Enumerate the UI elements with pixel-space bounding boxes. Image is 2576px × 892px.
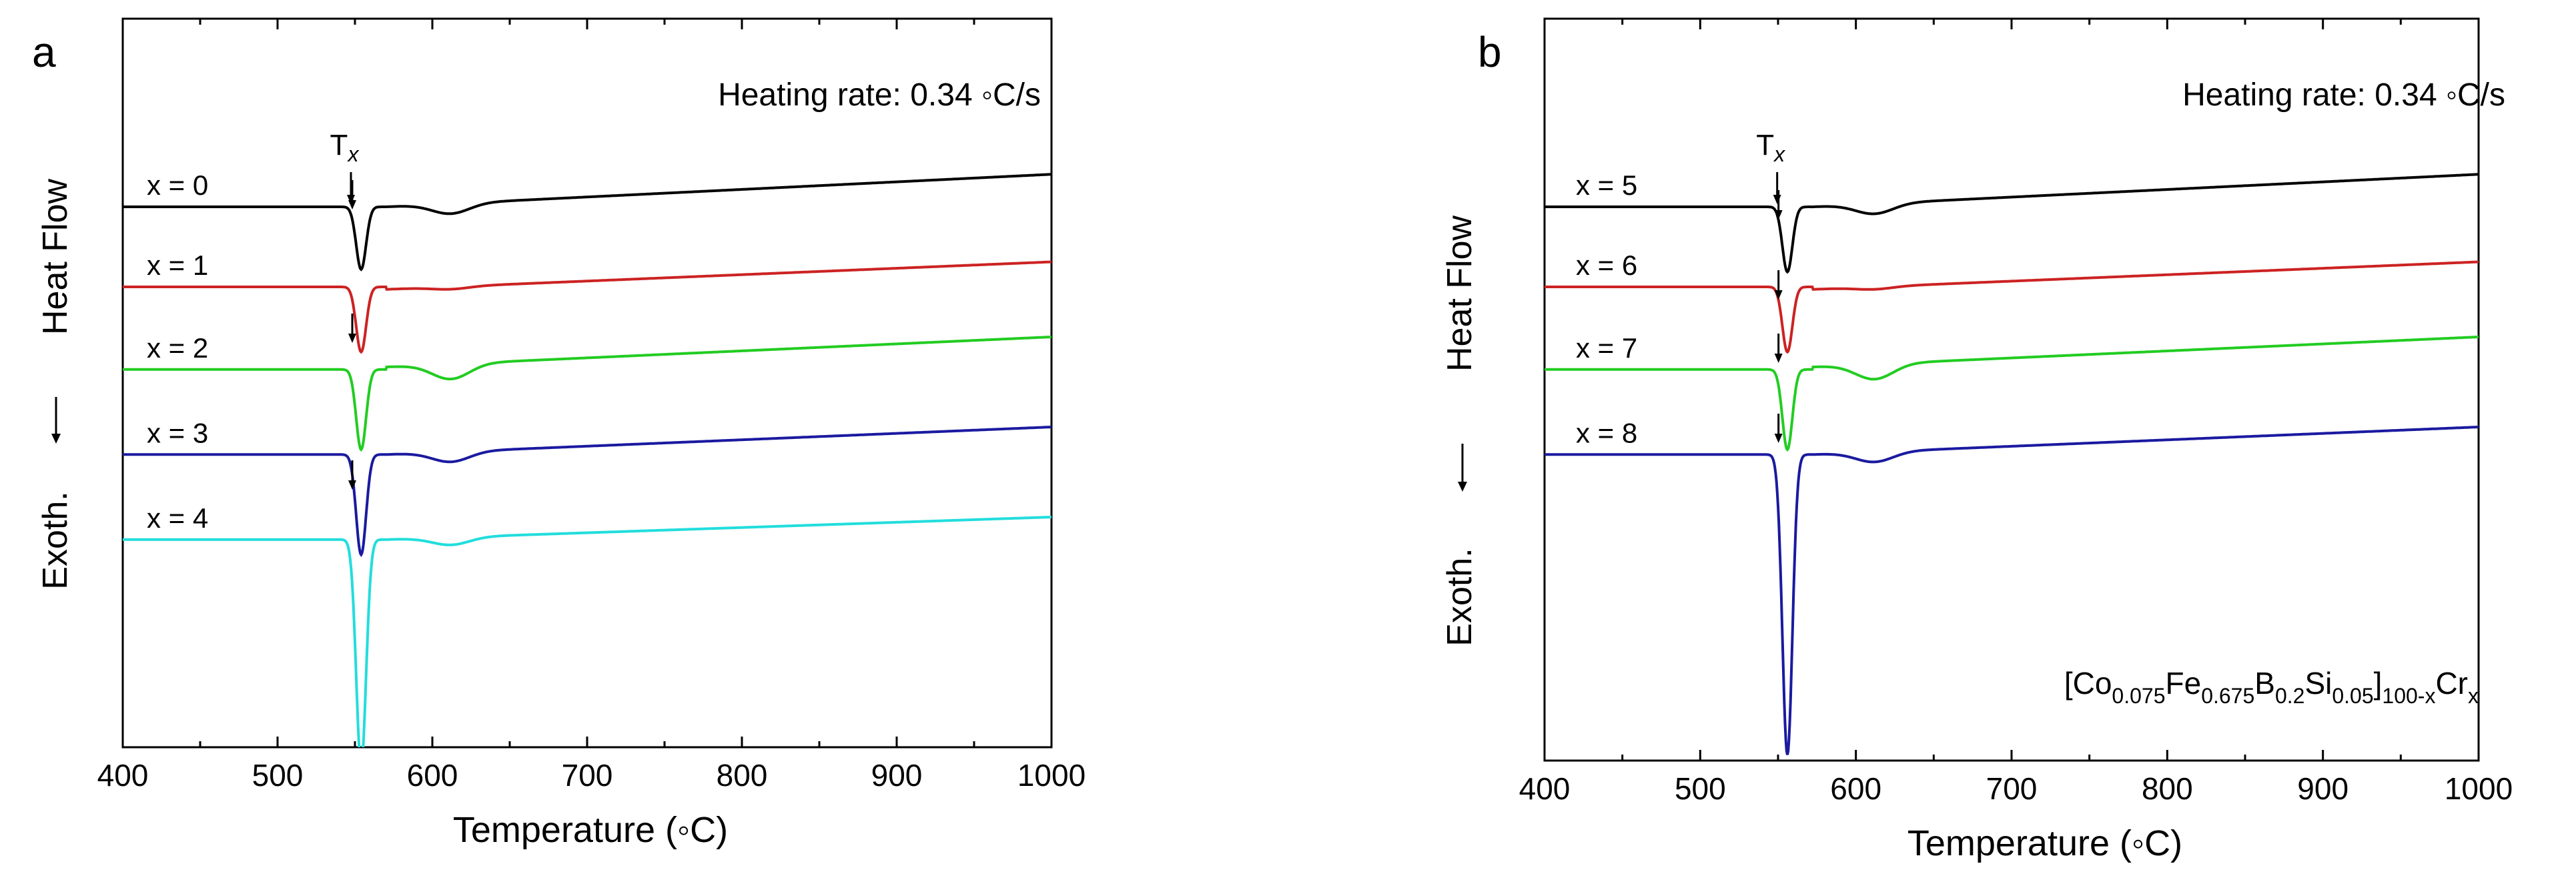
series-line	[1545, 260, 2479, 354]
tx-label-main: T	[330, 129, 348, 161]
series-line	[123, 260, 1051, 354]
tx-arrowhead	[1773, 195, 1781, 204]
series-label: x = 7	[1576, 332, 1637, 364]
x-tick-label: 1000	[2445, 771, 2513, 806]
x-axis-label: Temperature (◦C)	[453, 810, 728, 850]
y-axis-label-top: Heat Flow	[36, 179, 75, 336]
series-label: x = 8	[1576, 417, 1637, 448]
panel-b: b Heating rate: 0.34 ◦C/s Heat Flow Exot…	[1440, 17, 2513, 863]
x-tick-label: 600	[407, 758, 458, 793]
tx-arrowhead	[348, 334, 356, 343]
series-line	[1545, 336, 2479, 452]
plot-frame	[1543, 17, 2480, 762]
composition-sub: 0.075	[2112, 684, 2165, 708]
composition-sub: 0.05	[2332, 684, 2373, 708]
x-tick-label: 800	[717, 758, 768, 793]
tx-arrowhead	[348, 200, 356, 209]
composition-part: Cr	[2435, 666, 2468, 701]
tx-label-sub: x	[346, 142, 359, 166]
composition-part: Fe	[2166, 666, 2202, 701]
panel-a: a Heating rate: 0.34 ◦C/s Heat Flow Exot…	[32, 17, 1086, 850]
x-tick-label: 400	[1519, 771, 1571, 806]
tx-arrowhead	[1774, 354, 1783, 363]
composition-part: ]	[2374, 666, 2383, 701]
y-axis-label-top: Heat Flow	[1440, 215, 1479, 372]
series-label: x = 6	[1576, 250, 1637, 281]
tx-arrowhead	[1774, 290, 1783, 300]
series-label: x = 4	[147, 502, 208, 534]
panel-label-a: a	[32, 28, 56, 76]
tx-arrowhead	[1774, 210, 1783, 219]
tx-label-main: T	[1756, 129, 1774, 161]
series-line	[123, 173, 1051, 272]
x-tick-label: 700	[562, 758, 613, 793]
exotherm-direction-arrow	[1458, 444, 1467, 492]
x-tick-label: 500	[252, 758, 304, 793]
series-label: x = 0	[147, 169, 208, 201]
x-tick-label: 700	[1986, 771, 2038, 806]
tx-label-sub: x	[1773, 142, 1785, 166]
series-label: x = 2	[147, 332, 208, 364]
series-line	[1545, 426, 2479, 755]
x-tick-label: 500	[1675, 771, 1726, 806]
composition-sub: 100-x	[2382, 684, 2435, 708]
series-line	[1545, 173, 2479, 274]
x-tick-label: 900	[871, 758, 923, 793]
exotherm-direction-arrow	[51, 397, 61, 444]
y-axis-label-bottom: Exoth.	[1440, 548, 1479, 646]
x-tick-label: 1000	[1017, 758, 1086, 793]
x-tick-label: 800	[2142, 771, 2193, 806]
series-line	[123, 426, 1051, 558]
series-line	[123, 336, 1051, 452]
x-axis-label: Temperature (◦C)	[1907, 823, 2182, 863]
tx-arrowhead	[1774, 434, 1783, 443]
series-line	[123, 516, 1051, 747]
x-tick-label: 400	[97, 758, 149, 793]
heating-rate-annotation: Heating rate: 0.34 ◦C/s	[2182, 77, 2505, 113]
tx-label: Tx	[330, 129, 360, 166]
series-label: x = 3	[147, 417, 208, 448]
tx-label: Tx	[1756, 129, 1785, 166]
x-tick-label: 900	[2297, 771, 2348, 806]
composition-sub: 0.2	[2275, 684, 2304, 708]
composition-sub: 0.675	[2201, 684, 2254, 708]
heating-rate-annotation: Heating rate: 0.34 ◦C/s	[718, 77, 1041, 113]
composition-part: [Co	[2064, 666, 2112, 701]
plot-frame	[121, 17, 1053, 749]
tx-arrowhead	[348, 480, 356, 490]
composition-sub: x	[2468, 684, 2479, 708]
series-label: x = 1	[147, 250, 208, 281]
composition-part: B	[2254, 666, 2275, 701]
composition-label: [Co0.075Fe0.675B0.2Si0.05]100-xCrx	[2064, 666, 2479, 708]
x-tick-label: 600	[1830, 771, 1881, 806]
series-label: x = 5	[1576, 169, 1637, 201]
y-axis-label-bottom: Exoth.	[36, 491, 75, 589]
composition-part: Si	[2304, 666, 2332, 701]
panel-label-b: b	[1478, 28, 1502, 76]
